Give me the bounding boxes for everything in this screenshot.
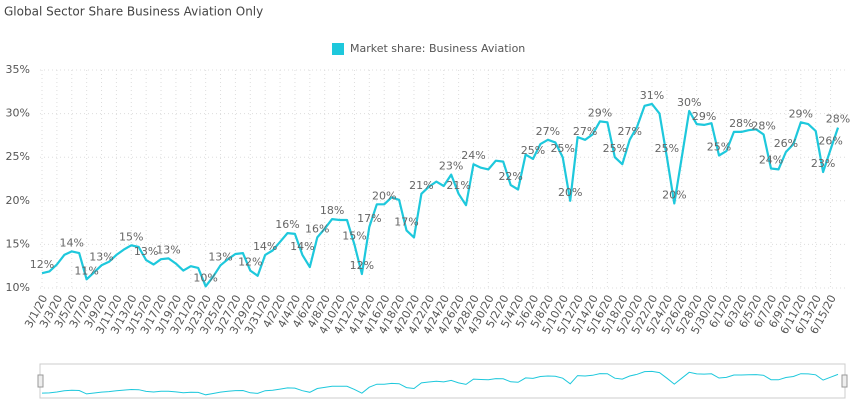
data-label: 13% (156, 243, 180, 256)
data-label: 28% (826, 113, 850, 126)
navigator-line (41, 370, 839, 396)
data-label: 12% (30, 258, 54, 271)
data-label: 21% (446, 179, 470, 192)
data-label: 17% (394, 215, 418, 228)
data-label: 17% (357, 212, 381, 225)
y-tick-label: 35% (6, 63, 30, 76)
data-label: 14% (253, 240, 277, 253)
data-label: 13% (208, 250, 232, 263)
data-label: 26% (818, 134, 842, 147)
data-label: 24% (461, 149, 485, 162)
data-label: 16% (305, 222, 329, 235)
y-tick-label: 15% (6, 237, 30, 250)
data-label: 21% (409, 179, 433, 192)
data-label: 29% (789, 107, 813, 120)
data-label: 25% (603, 142, 627, 155)
navigator-handle[interactable] (37, 374, 44, 388)
data-label: 12% (350, 259, 374, 272)
data-label: 27% (617, 125, 641, 138)
data-label: 23% (439, 160, 463, 173)
data-label: 24% (759, 154, 783, 167)
data-label: 26% (774, 137, 798, 150)
y-tick-label: 10% (6, 281, 30, 294)
data-label: 25% (551, 142, 575, 155)
data-label: 29% (692, 110, 716, 123)
y-tick-label: 20% (6, 194, 30, 207)
data-label: 31% (640, 89, 664, 102)
data-label: 25% (521, 144, 545, 157)
legend-swatch (332, 43, 344, 55)
data-label: 18% (320, 204, 344, 217)
data-label: 11% (74, 264, 98, 277)
data-label: 13% (134, 245, 158, 258)
data-label: 27% (536, 125, 560, 138)
legend-label: Market share: Business Aviation (350, 42, 525, 55)
data-label: 14% (60, 236, 84, 249)
data-label: 13% (89, 250, 113, 263)
data-label: 27% (573, 125, 597, 138)
data-label: 10% (193, 271, 217, 284)
navigator[interactable] (39, 363, 846, 399)
data-label: 30% (677, 96, 701, 109)
data-label: 15% (119, 230, 143, 243)
data-label: 28% (751, 120, 775, 133)
data-label: 23% (811, 157, 835, 170)
data-label: 15% (342, 229, 366, 242)
data-label: 20% (558, 186, 582, 199)
data-label: 12% (238, 256, 262, 269)
data-label: 25% (707, 140, 731, 153)
data-label: 14% (290, 240, 314, 253)
series-line (41, 102, 840, 288)
chart-title: Global Sector Share Business Aviation On… (4, 5, 263, 19)
data-label: 28% (729, 117, 753, 130)
data-label: 20% (372, 189, 396, 202)
navigator-handle[interactable] (841, 374, 848, 388)
data-label: 25% (655, 142, 679, 155)
data-label: 20% (662, 188, 686, 201)
data-label: 29% (588, 106, 612, 119)
y-tick-label: 30% (6, 107, 30, 120)
y-tick-label: 25% (6, 150, 30, 163)
data-label: 22% (498, 170, 522, 183)
data-label: 16% (275, 218, 299, 231)
